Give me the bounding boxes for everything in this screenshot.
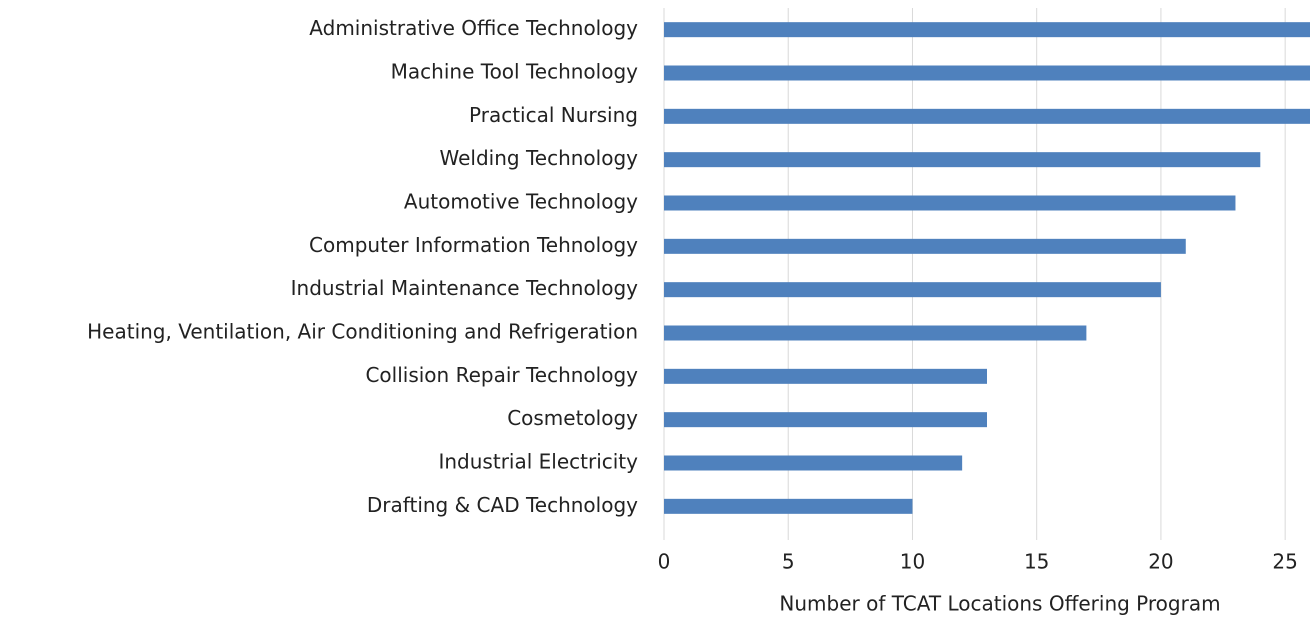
x-tick-label: 5 xyxy=(782,550,795,574)
y-tick-label: Administrative Office Technology xyxy=(309,16,638,40)
bar xyxy=(664,325,1087,341)
x-tick-label: 20 xyxy=(1148,550,1173,574)
bar xyxy=(664,195,1236,211)
bar xyxy=(664,282,1161,298)
x-tick-label: 15 xyxy=(1024,550,1049,574)
y-tick-label: Welding Technology xyxy=(440,146,639,170)
x-tick-label: 0 xyxy=(658,550,671,574)
y-tick-label: Collision Repair Technology xyxy=(365,363,638,387)
x-tick-label: 10 xyxy=(900,550,925,574)
bar xyxy=(664,65,1310,81)
y-tick-label: Drafting & CAD Technology xyxy=(367,493,638,517)
y-tick-label: Practical Nursing xyxy=(469,103,638,127)
y-tick-label: Automotive Technology xyxy=(404,190,638,214)
y-tick-label: Industrial Maintenance Technology xyxy=(291,276,639,300)
y-tick-label: Machine Tool Technology xyxy=(391,60,638,84)
y-tick-label: Cosmetology xyxy=(507,406,638,430)
y-tick-label: Industrial Electricity xyxy=(438,450,638,474)
bar xyxy=(664,455,963,471)
bar xyxy=(664,22,1310,38)
bar xyxy=(664,368,987,384)
bar xyxy=(664,152,1261,168)
bar xyxy=(664,238,1186,254)
y-tick-label: Computer Information Tehnology xyxy=(309,233,638,257)
x-axis-label: Number of TCAT Locations Offering Progra… xyxy=(779,592,1220,616)
y-tick-label: Heating, Ventilation, Air Conditioning a… xyxy=(87,320,638,344)
bar xyxy=(664,498,913,514)
bar xyxy=(664,412,987,428)
bar xyxy=(664,108,1310,124)
x-tick-label: 25 xyxy=(1272,550,1297,574)
